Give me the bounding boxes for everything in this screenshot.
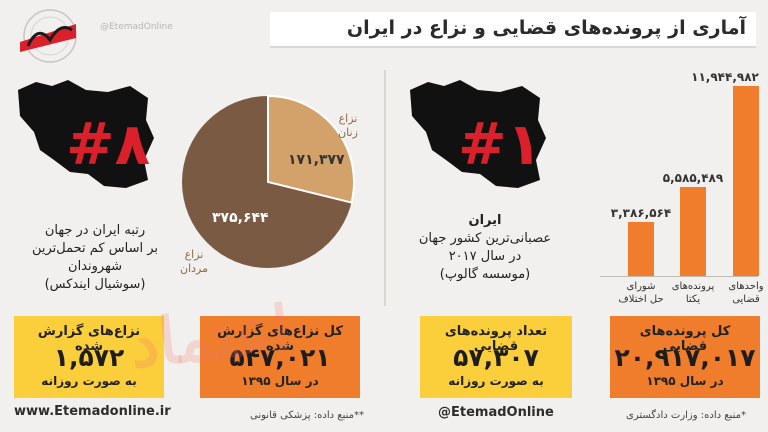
bar-1	[733, 86, 759, 276]
fight-pie-chart	[182, 94, 355, 268]
left-desc-3: شهروندان	[68, 259, 122, 274]
bar-category-label-3-2: حل اختلاف	[618, 294, 664, 305]
title-bar: آماری از پرونده‌های قضایی و نزاع در ایرا…	[270, 12, 756, 48]
bar-chart-baseline	[600, 276, 758, 277]
pie-men-value: ۳۷۵,۶۴۴	[212, 210, 269, 226]
box-daily-cases-title: تعداد پرونده‌های قضایی	[444, 324, 548, 354]
left-desc-1: رتبه ایران در جهان	[44, 223, 146, 238]
box-total-cases-value: ۲۰,۹۱۷,۰۱۷	[614, 343, 756, 372]
box-daily-fights-foot: به صورت روزانه	[41, 374, 137, 388]
bar-value-label-2: ۵,۵۸۵,۴۸۹	[662, 171, 724, 185]
page-title: آماری از پرونده‌های قضایی و نزاع در ایرا…	[346, 17, 746, 39]
box-daily-fights-title: نزاع‌های گزارش شده	[37, 324, 141, 354]
right-desc-1: عصبانی‌ترین کشور جهان	[418, 231, 552, 246]
logo-url: @EtemadOnline	[100, 22, 173, 32]
column-divider	[384, 70, 386, 306]
pie-women-label-2: زنان	[338, 126, 358, 139]
bar-category-label-3-1: شورای	[626, 281, 656, 292]
box-total-fights-title: کل نزاع‌های گزارش شده	[217, 324, 343, 354]
rank-1: #۱	[458, 110, 542, 178]
box-total-fights-value: ۵۴۷,۰۲۱	[229, 343, 331, 372]
right-country: ایران	[468, 213, 502, 228]
bar-3	[628, 222, 654, 276]
logo	[20, 9, 77, 63]
box-daily-fights-value: ۱,۵۷۲	[53, 343, 125, 372]
bar-2	[680, 187, 706, 276]
box-total-fights: کل نزاع‌های گزارش شده ۵۴۷,۰۲۱ در سال ۱۳۹…	[200, 316, 360, 398]
left-desc-4: (سوشیال ایندکس)	[44, 277, 146, 292]
footer-url[interactable]: www.Etemadonline.ir	[14, 404, 171, 419]
box-total-cases-title: کل پرونده‌های قضایی	[639, 324, 731, 354]
iran-map-right	[410, 80, 546, 188]
box-total-fights-foot: در سال ۱۳۹۵	[241, 374, 319, 388]
bar-value-label-3: ۳,۳۸۶,۵۶۴	[610, 206, 672, 220]
box-daily-cases: تعداد پرونده‌های قضایی ۵۷,۳۰۷ به صورت رو…	[420, 316, 572, 398]
bar-category-label-1-2: قضایی	[732, 294, 760, 305]
bar-value-label-1: ۱۱,۹۴۴,۹۸۲	[691, 70, 759, 84]
rank-8: #۸	[66, 110, 150, 178]
box-daily-cases-value: ۵۷,۳۰۷	[453, 343, 539, 372]
pie-men-label-1: نزاع	[184, 248, 204, 261]
box-total-cases: کل پرونده‌های قضایی ۲۰,۹۱۷,۰۱۷ در سال ۱۳…	[610, 316, 760, 398]
bar-category-label-1-1: واحدهای	[728, 281, 764, 292]
pie-slice-women	[267, 94, 355, 204]
pie-women-label-1: نزاع	[338, 112, 358, 125]
right-desc-3: (موسسه گالوپ)	[439, 267, 531, 282]
left-desc-2: بر اساس کم تحمل‌ترین	[31, 241, 159, 256]
box-daily-fights: نزاع‌های گزارش شده ۱,۵۷۲ به صورت روزانه	[14, 316, 164, 398]
iran-map-left	[18, 80, 154, 188]
footer-source-left: **منبع داده: پزشکی قانونی	[250, 410, 364, 421]
pie-women-value: ۱۷۱,۳۷۷	[288, 152, 345, 168]
bar-category-label-2-1: پرونده‌های	[671, 281, 715, 292]
footer-source-right: *منبع داده: وزارت دادگستری	[626, 410, 746, 421]
right-desc-2: در سال ۲۰۱۷	[448, 249, 522, 264]
pie-men-label-2: مردان	[180, 262, 208, 275]
footer-handle[interactable]: @EtemadOnline	[438, 405, 554, 420]
box-total-cases-foot: در سال ۱۳۹۵	[646, 374, 724, 388]
bar-category-label-2-2: یکتا	[685, 294, 701, 305]
box-daily-cases-foot: به صورت روزانه	[448, 374, 544, 388]
